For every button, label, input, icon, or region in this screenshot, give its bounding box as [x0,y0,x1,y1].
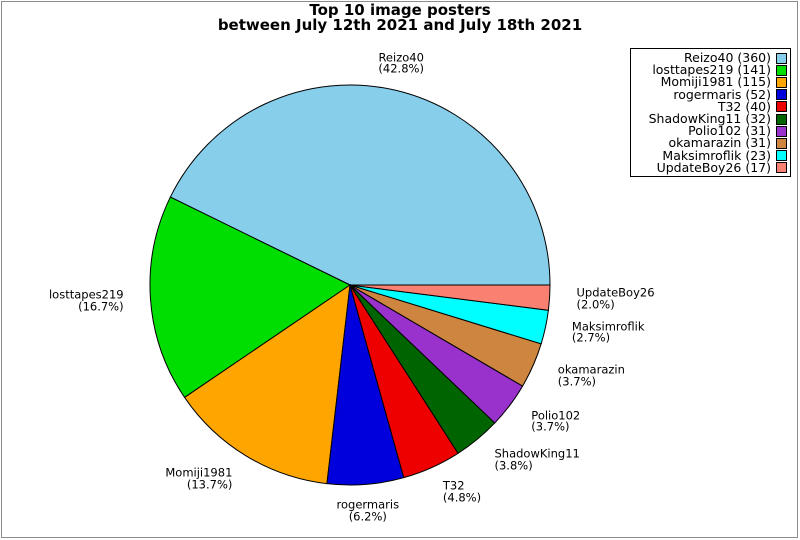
legend-label: okamarazin (31) [668,135,771,151]
legend-item-Momiji1981: Momiji1981 (115) [634,76,787,88]
legend-swatch [776,64,787,76]
legend-item-ShadowKing11: ShadowKing11 (32) [634,110,787,126]
legend-swatch [776,76,787,88]
legend-swatch [776,113,787,125]
legend-swatch [776,101,787,113]
legend-swatch [776,52,787,64]
chart-title-line2: between July 12th 2021 and July 18th 202… [217,15,583,34]
legend-item-rogermaris: rogermaris (52) [634,86,787,102]
legend-label: rogermaris (52) [673,86,771,102]
chart-title: Top 10 image posters between July 12th 2… [0,3,800,32]
legend-label: Reizo40 (360) [684,50,771,65]
legend-item-UpdateBoy26: UpdateBoy26 (17) [634,159,787,175]
legend-label: UpdateBoy26 (17) [656,159,771,175]
legend-swatch [776,137,787,149]
legend-item-T32: T32 (40) [634,98,787,114]
legend-swatch [776,89,787,101]
legend-label: Momiji1981 (115) [660,74,771,90]
legend-label: ShadowKing11 (32) [648,110,771,126]
legend-swatch [776,125,787,137]
legend-label: T32 (40) [717,98,771,114]
legend-label: Polio102 (31) [688,123,771,139]
legend-swatch [776,150,787,162]
legend-swatch [776,162,787,174]
pie-slice-Reizo40 [169,84,551,286]
legend: Reizo40 (360) losttapes219 (141) Momiji198… [630,48,791,177]
legend-item-Reizo40: Reizo40 (360) [634,50,787,65]
pie-slice-UpdateBoy26 [349,284,551,311]
legend-item-losttapes219: losttapes219 (141) [634,62,787,78]
pie-slice-losttapes219 [149,196,351,399]
chart-title-line1: Top 10 image posters [309,1,491,19]
pie-slice-Momiji1981 [183,283,351,485]
pie-slices [149,84,551,486]
legend-label: Maksimroflik (23) [662,147,771,163]
legend-item-okamarazin: okamarazin (31) [634,135,787,151]
legend-item-Maksimroflik: Maksimroflik (23) [634,147,787,163]
legend-item-Polio102: Polio102 (31) [634,123,787,139]
legend-label: losttapes219 (141) [652,62,771,78]
